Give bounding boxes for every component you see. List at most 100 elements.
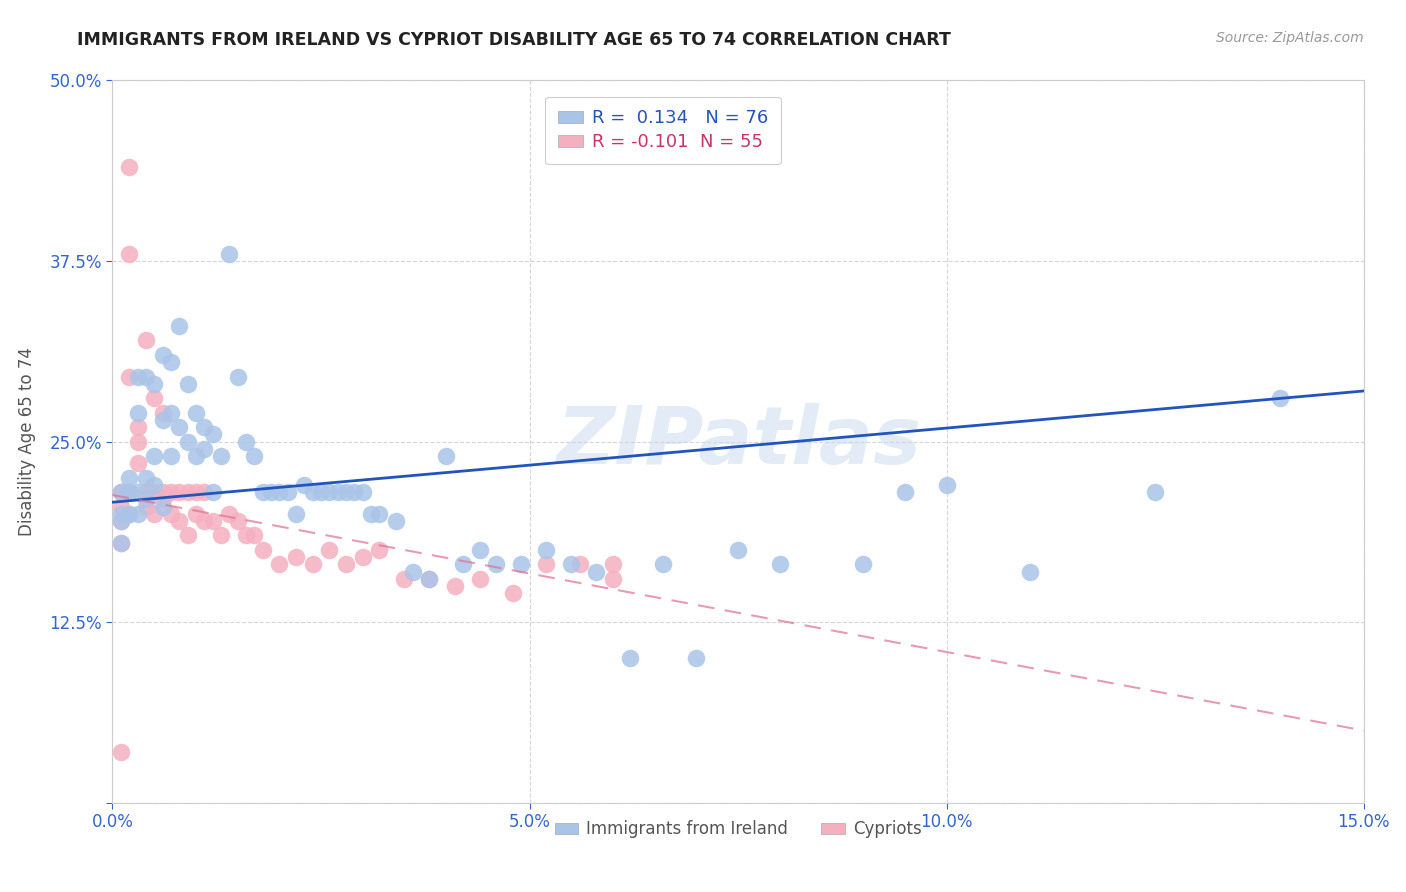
Point xyxy=(143,478,166,492)
Point xyxy=(152,492,174,507)
Point xyxy=(176,376,198,391)
Point xyxy=(468,572,491,586)
Point xyxy=(193,442,215,456)
Point xyxy=(135,492,157,507)
Point xyxy=(160,355,183,369)
Point xyxy=(184,449,207,463)
Point xyxy=(167,420,190,434)
Point xyxy=(110,514,132,528)
Point xyxy=(176,434,198,449)
Point xyxy=(152,485,174,500)
Point xyxy=(318,485,340,500)
Point xyxy=(235,434,257,449)
Point xyxy=(118,160,141,174)
Point xyxy=(285,507,308,521)
Point xyxy=(160,449,183,463)
Point xyxy=(260,485,283,500)
Point xyxy=(619,651,641,665)
Point xyxy=(252,485,274,500)
Point xyxy=(434,449,457,463)
Point xyxy=(127,369,149,384)
Point xyxy=(243,528,266,542)
Point xyxy=(243,449,266,463)
Point xyxy=(143,449,166,463)
Point xyxy=(184,485,207,500)
Point xyxy=(277,485,299,500)
Point xyxy=(360,507,382,521)
Point xyxy=(143,376,166,391)
Point xyxy=(894,485,917,500)
Point xyxy=(1019,565,1042,579)
Point xyxy=(852,558,875,572)
Point xyxy=(727,542,749,557)
Text: ZIPatlas: ZIPatlas xyxy=(555,402,921,481)
Point xyxy=(135,470,157,484)
Point xyxy=(468,542,491,557)
Point xyxy=(301,558,323,572)
Point xyxy=(536,542,558,557)
Point xyxy=(118,485,141,500)
Point xyxy=(110,500,132,514)
Point xyxy=(269,558,291,572)
Point xyxy=(368,507,391,521)
Point xyxy=(318,542,340,557)
Point xyxy=(201,485,224,500)
Point xyxy=(127,485,149,500)
Y-axis label: Disability Age 65 to 74: Disability Age 65 to 74 xyxy=(17,347,35,536)
Point xyxy=(110,485,132,500)
Point xyxy=(309,485,332,500)
Point xyxy=(602,558,624,572)
Point xyxy=(118,369,141,384)
Point xyxy=(502,586,524,600)
Point xyxy=(352,550,374,565)
Point xyxy=(418,572,440,586)
Point xyxy=(127,456,149,470)
Point xyxy=(184,406,207,420)
Point xyxy=(118,470,141,484)
Point xyxy=(301,485,323,500)
Point xyxy=(127,434,149,449)
Point xyxy=(135,485,157,500)
Point xyxy=(1144,485,1167,500)
Point xyxy=(152,413,174,427)
Point xyxy=(127,420,149,434)
Point xyxy=(167,514,190,528)
Point xyxy=(160,406,183,420)
Point xyxy=(167,485,190,500)
Point xyxy=(152,348,174,362)
Point xyxy=(118,485,141,500)
Point xyxy=(568,558,591,572)
Point xyxy=(235,528,257,542)
Point xyxy=(443,579,465,593)
Point xyxy=(560,558,582,572)
Point xyxy=(127,507,149,521)
Point xyxy=(335,558,357,572)
Text: IMMIGRANTS FROM IRELAND VS CYPRIOT DISABILITY AGE 65 TO 74 CORRELATION CHART: IMMIGRANTS FROM IRELAND VS CYPRIOT DISAB… xyxy=(77,31,952,49)
Point xyxy=(385,514,408,528)
Point xyxy=(193,420,215,434)
Text: Source: ZipAtlas.com: Source: ZipAtlas.com xyxy=(1216,31,1364,45)
Point xyxy=(110,745,132,759)
Point xyxy=(127,406,149,420)
Point xyxy=(152,406,174,420)
Point xyxy=(335,485,357,500)
Point xyxy=(685,651,707,665)
Point xyxy=(292,478,315,492)
Point xyxy=(201,427,224,442)
Point xyxy=(536,558,558,572)
Point xyxy=(343,485,366,500)
Point xyxy=(218,246,240,260)
Point xyxy=(160,485,183,500)
Point xyxy=(110,485,132,500)
Point xyxy=(176,485,198,500)
Point xyxy=(451,558,474,572)
Point xyxy=(167,318,190,333)
Point xyxy=(326,485,349,500)
Point xyxy=(652,558,675,572)
Point xyxy=(285,550,308,565)
Point xyxy=(769,558,792,572)
Point xyxy=(143,485,166,500)
Point xyxy=(418,572,440,586)
Point xyxy=(118,507,141,521)
Point xyxy=(935,478,957,492)
